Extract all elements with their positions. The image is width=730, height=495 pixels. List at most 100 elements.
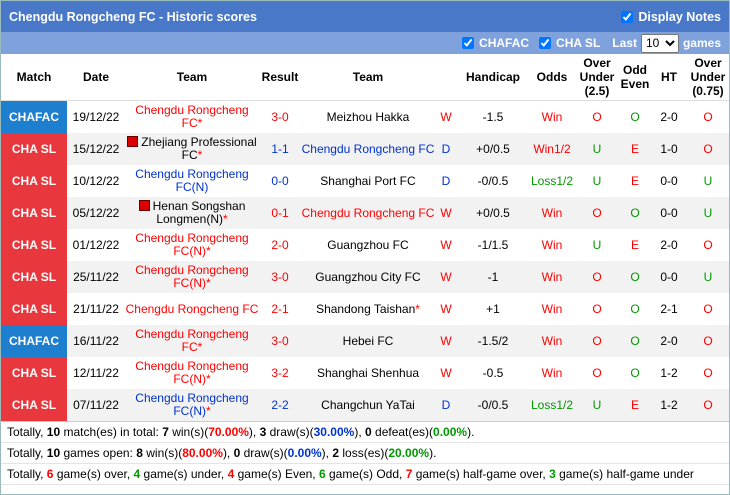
over-under: O bbox=[575, 197, 619, 229]
summary-text: game(s) half-game over, bbox=[412, 467, 550, 481]
odd-even: E bbox=[630, 237, 639, 252]
match-type: CHA SL bbox=[1, 389, 67, 421]
notes-label: Display Notes bbox=[638, 9, 721, 24]
neutral-mark: * bbox=[197, 116, 203, 130]
summary-text: 10 bbox=[46, 425, 61, 439]
team-cell: Shanghai Shenhua bbox=[301, 357, 435, 389]
date: 12/11/22 bbox=[73, 365, 119, 380]
result: 0-1 bbox=[259, 197, 301, 229]
match-type: CHA SL bbox=[1, 229, 67, 261]
neutral-mark: * bbox=[205, 404, 211, 418]
match-type: CHAFAC bbox=[1, 100, 67, 133]
odd-even: O bbox=[630, 301, 640, 316]
over-under: O bbox=[592, 365, 602, 380]
handicap: -1/1.5 bbox=[477, 237, 509, 252]
odd-even: O bbox=[630, 365, 640, 380]
summary-text: Totally, bbox=[7, 467, 47, 481]
games-label: games bbox=[682, 36, 721, 50]
summary-text: 6 bbox=[46, 467, 54, 481]
team-name: Guangzhou FC bbox=[327, 237, 409, 252]
handicap: -1 bbox=[457, 261, 529, 293]
result: 2-1 bbox=[271, 301, 289, 316]
summary-text: draw(s)( bbox=[240, 446, 288, 460]
team-cell: Chengdu Rongcheng FC(N) bbox=[125, 165, 259, 197]
over-under-075: O bbox=[687, 325, 729, 357]
summary-text: 30.00% bbox=[313, 425, 355, 439]
summary-text: 8 bbox=[136, 446, 143, 460]
summary-text: win(s)( bbox=[142, 446, 183, 460]
summary-line: Totally, 10 match(es) in total: 7 win(s)… bbox=[1, 422, 729, 443]
summary-line: Totally, 10 games open: 8 win(s)(80.00%)… bbox=[1, 443, 729, 464]
odds: Win bbox=[541, 109, 563, 124]
odds: Win bbox=[529, 197, 575, 229]
match-row: CHAFAC 19/12/22 Chengdu Rongcheng FC* 3-0 Me… bbox=[1, 100, 729, 133]
team-cell: Guangzhou FC bbox=[301, 229, 435, 261]
date: 10/12/22 bbox=[72, 173, 120, 188]
column-header: Date bbox=[67, 54, 125, 101]
odds: Win bbox=[541, 237, 563, 252]
column-header: Odd Even bbox=[619, 54, 651, 101]
team-cell: Guangzhou City FC bbox=[301, 261, 435, 293]
result: 3-0 bbox=[259, 261, 301, 293]
odd-even: O bbox=[619, 325, 651, 357]
summary-text: win(s)( bbox=[168, 425, 209, 439]
odds: Win1/2 bbox=[529, 133, 575, 165]
date: 19/12/22 bbox=[72, 109, 120, 124]
summary-text: game(s) half-game under bbox=[555, 467, 694, 481]
team-name: Shandong Taishan bbox=[316, 301, 416, 316]
team-cell: Zhejiang Professional FC* bbox=[125, 133, 259, 165]
handicap: -1.5 bbox=[482, 109, 504, 124]
odd-even: E bbox=[619, 389, 651, 421]
team-name: Chengdu Rongcheng FC(N) bbox=[135, 231, 249, 258]
neutral-mark: * bbox=[205, 372, 211, 386]
date: 01/12/22 bbox=[72, 237, 120, 252]
filter-toggle[interactable]: CHA SL bbox=[533, 36, 600, 50]
team-cell: Henan Songshan Longmen(N)* bbox=[125, 197, 259, 229]
odds: Loss1/2 bbox=[530, 173, 574, 188]
result: 3-0 bbox=[271, 109, 289, 124]
half-time: 0-0 bbox=[660, 173, 678, 188]
filter-checkbox[interactable] bbox=[539, 37, 552, 49]
match-row: CHA SL 05/12/22 Henan Songshan Longmen(N)*… bbox=[1, 197, 729, 229]
over-under-075: O bbox=[703, 109, 713, 124]
summary-text: ). bbox=[429, 446, 437, 460]
team-cell: Chengdu Rongcheng FC* bbox=[125, 325, 259, 357]
notes-checkbox[interactable] bbox=[621, 10, 634, 23]
result: 0-0 bbox=[271, 173, 289, 188]
team-name: Changchun YaTai bbox=[321, 397, 415, 412]
odds: Loss1/2 bbox=[529, 389, 575, 421]
red-card-icon bbox=[138, 200, 150, 211]
half-time: 1-2 bbox=[651, 389, 687, 421]
handicap: -0/0.5 bbox=[457, 389, 529, 421]
summary-text: ), bbox=[354, 425, 365, 439]
title-bar: Chengdu Rongcheng FC - Historic scores D… bbox=[1, 1, 729, 32]
neutral-mark: * bbox=[223, 212, 228, 226]
match-row: CHA SL 07/11/22 Chengdu Rongcheng FC(N)* 2-… bbox=[1, 389, 729, 421]
win-loss: D bbox=[441, 173, 451, 188]
win-loss: W bbox=[440, 365, 452, 380]
win-loss: W bbox=[435, 325, 457, 357]
game-count-select[interactable]: 10 bbox=[640, 33, 679, 53]
team-cell: Changchun YaTai bbox=[301, 389, 435, 421]
win-loss: W bbox=[440, 109, 452, 124]
filter-toggle[interactable]: CHAFAC bbox=[456, 36, 529, 50]
date: 05/12/22 bbox=[67, 197, 125, 229]
notes-toggle[interactable]: Display Notes bbox=[615, 10, 721, 24]
over-under-075: O bbox=[703, 301, 713, 316]
column-header: Team bbox=[301, 54, 435, 101]
team-name: Chengdu Rongcheng FC bbox=[125, 301, 259, 316]
neutral-mark: * bbox=[205, 244, 211, 258]
win-loss: W bbox=[440, 301, 452, 316]
summary-text: draw(s)( bbox=[266, 425, 314, 439]
over-under: U bbox=[592, 237, 602, 252]
summary-line: Totally, 6 game(s) over, 4 game(s) under… bbox=[1, 464, 729, 485]
column-header: HT bbox=[651, 54, 687, 101]
match-row: CHA SL 12/11/22 Chengdu Rongcheng FC(N)* 3-… bbox=[1, 357, 729, 389]
column-header: Result bbox=[259, 54, 301, 101]
team-name: Chengdu Rongcheng FC bbox=[135, 103, 249, 130]
summary-text: game(s) Odd, bbox=[325, 467, 406, 481]
filter-checkbox[interactable] bbox=[462, 37, 475, 49]
team-cell: Chengdu Rongcheng FC bbox=[125, 293, 259, 325]
over-under: O bbox=[575, 325, 619, 357]
odd-even: O bbox=[619, 261, 651, 293]
